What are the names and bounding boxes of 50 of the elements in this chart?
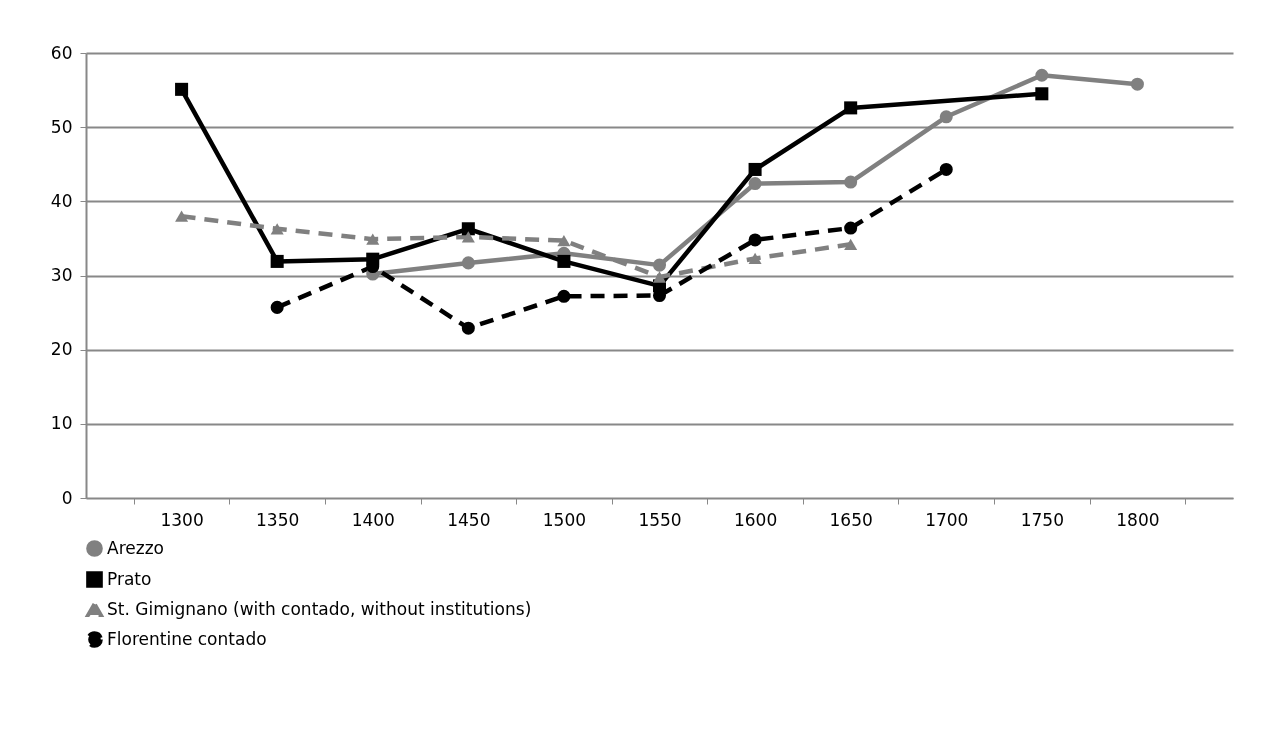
- x-tick-label: 1750: [1020, 509, 1064, 530]
- x-tick-label: 1650: [829, 509, 873, 530]
- point: [1130, 77, 1144, 91]
- y-tick-label: 10: [50, 413, 73, 434]
- point: [652, 271, 667, 283]
- point: [270, 254, 284, 268]
- point: [748, 233, 762, 247]
- point: [939, 110, 953, 124]
- point: [461, 321, 475, 335]
- point: [175, 82, 189, 96]
- x-tick-label: 1550: [638, 509, 682, 530]
- point: [844, 238, 858, 250]
- x-tick-label: 1700: [925, 509, 969, 530]
- point: [748, 252, 762, 265]
- x-tick-label: 1800: [1116, 509, 1160, 530]
- x-tick-label: 1450: [447, 509, 491, 530]
- point: [461, 256, 475, 270]
- y-tick-label: 40: [50, 190, 73, 211]
- y-tick-label: 60: [50, 42, 73, 63]
- point: [652, 258, 667, 272]
- point: [557, 235, 571, 247]
- legend-label: Florentine contado: [107, 628, 267, 649]
- point: [461, 222, 475, 236]
- point: [844, 175, 858, 189]
- point: [557, 289, 571, 303]
- y-tick-label: 0: [61, 487, 73, 508]
- point: [939, 162, 953, 176]
- legend-label: St. Gimignano (with contado, without institutions): [107, 598, 532, 619]
- point: [366, 233, 380, 245]
- y-tick-label: 30: [50, 265, 73, 285]
- point: [1035, 87, 1049, 101]
- x-tick-label: 1500: [542, 509, 587, 530]
- point: [557, 254, 571, 268]
- y-tick-label: 50: [50, 116, 73, 137]
- point: [844, 221, 858, 235]
- x-tick-label: 1300: [160, 509, 204, 530]
- point: [748, 162, 762, 176]
- point: [1035, 68, 1049, 82]
- x-tick-label: 1350: [256, 509, 300, 530]
- point: [175, 210, 189, 222]
- point: [461, 231, 475, 243]
- y-tick-label: 20: [50, 339, 73, 360]
- point: [270, 223, 284, 235]
- point: [844, 101, 858, 115]
- point: [270, 300, 284, 314]
- legend-label: Prato: [107, 568, 152, 589]
- point: [748, 177, 762, 191]
- x-tick-label: 1400: [351, 509, 395, 530]
- legend-label: Arezzo: [107, 537, 164, 558]
- x-tick-label: 1600: [733, 509, 778, 530]
